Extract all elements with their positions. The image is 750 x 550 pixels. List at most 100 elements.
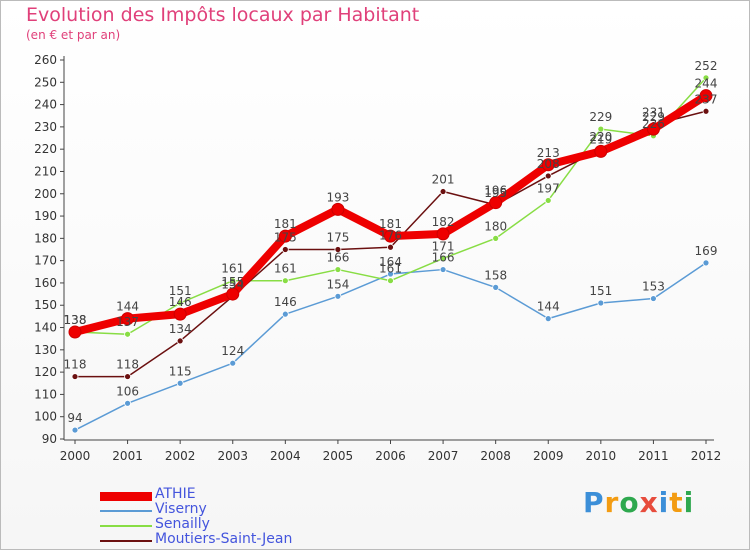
data-point-senailly xyxy=(439,255,447,262)
logo-letter: t xyxy=(669,486,684,519)
data-point-senailly xyxy=(176,299,184,307)
data-point-moutiers-saint-jean xyxy=(387,243,394,251)
y-tick-label: 210 xyxy=(34,164,57,178)
logo-letter: r xyxy=(604,486,620,519)
data-point-athie xyxy=(646,122,660,136)
data-point-moutiers-saint-jean xyxy=(124,373,131,380)
data-label-athie: 144 xyxy=(116,300,139,314)
y-tick-label: 90 xyxy=(42,432,57,446)
chart-title: Evolution des Impôts locaux par Habitant xyxy=(26,4,420,26)
data-point-moutiers-saint-jean xyxy=(281,246,289,253)
data-label-viserny: 166 xyxy=(432,251,455,265)
data-point-athie xyxy=(278,229,292,243)
x-tick-label: 2002 xyxy=(165,449,196,463)
data-label-athie: 181 xyxy=(379,217,402,231)
data-point-viserny xyxy=(439,266,447,273)
y-tick-label: 170 xyxy=(34,254,57,268)
data-label-moutiers-saint-jean: 118 xyxy=(116,358,139,372)
data-label-athie: 181 xyxy=(274,217,297,231)
data-point-senailly xyxy=(124,330,131,338)
data-label-moutiers-saint-jean: 237 xyxy=(695,92,718,106)
data-point-viserny xyxy=(334,292,342,300)
data-label-senailly: 138 xyxy=(64,313,87,327)
data-point-viserny xyxy=(71,426,79,434)
data-point-athie xyxy=(68,325,82,339)
data-label-athie: 146 xyxy=(169,295,192,309)
data-label-viserny: 146 xyxy=(274,295,297,309)
logo-letter: P xyxy=(583,486,605,519)
data-point-viserny xyxy=(387,270,394,278)
data-point-viserny xyxy=(492,283,500,291)
legend-swatch-senailly xyxy=(100,525,152,527)
legend-label-viserny: Viserny xyxy=(155,501,207,517)
data-label-moutiers-saint-jean: 208 xyxy=(537,157,560,171)
data-label-viserny: 124 xyxy=(221,344,244,358)
data-point-senailly xyxy=(597,125,605,133)
data-label-viserny: 153 xyxy=(642,280,665,294)
y-tick-label: 140 xyxy=(34,321,57,335)
data-label-athie: 213 xyxy=(537,146,560,160)
data-point-viserny xyxy=(544,315,552,323)
data-point-senailly xyxy=(544,197,552,204)
y-tick-label: 120 xyxy=(34,365,57,379)
x-tick-label: 2006 xyxy=(375,449,406,463)
data-label-moutiers-saint-jean: 134 xyxy=(169,322,192,336)
x-tick-label: 2001 xyxy=(112,449,143,463)
x-tick-label: 2010 xyxy=(586,449,617,463)
data-label-senailly: 252 xyxy=(695,59,718,73)
x-tick-label: 2007 xyxy=(428,449,459,463)
data-point-senailly xyxy=(229,277,237,285)
legend-label-moutiers-saint-jean: Moutiers-Saint-Jean xyxy=(155,531,293,547)
data-point-viserny xyxy=(176,379,184,387)
y-tick-label: 220 xyxy=(34,142,57,156)
data-label-senailly: 180 xyxy=(484,219,507,233)
data-point-athie xyxy=(541,158,555,172)
data-point-senailly xyxy=(702,74,710,82)
data-point-athie xyxy=(489,196,503,210)
y-tick-label: 240 xyxy=(34,98,57,112)
chart-subtitle: (en € et par an) xyxy=(26,28,121,42)
data-label-viserny: 94 xyxy=(67,411,82,425)
data-label-moutiers-saint-jean: 175 xyxy=(274,231,297,245)
y-tick-label: 130 xyxy=(34,343,57,357)
data-label-senailly: 161 xyxy=(221,262,244,276)
data-label-moutiers-saint-jean: 220 xyxy=(589,130,612,144)
data-point-athie xyxy=(331,202,345,216)
data-label-athie: 193 xyxy=(326,190,349,204)
data-point-athie xyxy=(699,89,713,103)
data-label-senailly: 161 xyxy=(379,262,402,276)
data-label-athie: 155 xyxy=(221,275,244,289)
data-point-moutiers-saint-jean xyxy=(439,188,447,195)
logo-letter: i xyxy=(658,486,670,519)
y-tick-label: 200 xyxy=(34,187,57,201)
legend-label-senailly: Senailly xyxy=(155,516,210,532)
x-tick-label: 2008 xyxy=(480,449,511,463)
data-point-moutiers-saint-jean xyxy=(176,337,184,345)
data-point-viserny xyxy=(281,310,289,318)
data-label-viserny: 151 xyxy=(589,284,612,298)
legend-swatch-viserny xyxy=(100,510,152,512)
data-label-senailly: 137 xyxy=(116,315,139,329)
x-tick-label: 2009 xyxy=(533,449,564,463)
y-tick-label: 250 xyxy=(34,75,57,89)
y-tick-label: 190 xyxy=(34,209,57,223)
x-tick-label: 2011 xyxy=(638,449,669,463)
y-tick-label: 260 xyxy=(34,53,57,67)
logo-letter: x xyxy=(639,486,659,519)
data-label-athie: 229 xyxy=(642,110,665,124)
data-label-viserny: 106 xyxy=(116,384,139,398)
data-label-viserny: 144 xyxy=(537,300,560,314)
data-label-moutiers-saint-jean: 231 xyxy=(642,106,665,120)
data-point-athie xyxy=(173,307,187,321)
y-tick-label: 180 xyxy=(34,231,57,245)
data-point-moutiers-saint-jean xyxy=(702,107,710,115)
data-point-athie xyxy=(436,227,450,241)
data-label-moutiers-saint-jean: 118 xyxy=(64,358,87,372)
data-point-senailly xyxy=(281,277,289,285)
data-label-athie: 219 xyxy=(589,132,612,146)
data-label-senailly: 226 xyxy=(642,117,665,131)
y-tick-label: 230 xyxy=(34,120,57,134)
data-label-senailly: 151 xyxy=(169,284,192,298)
data-label-viserny: 154 xyxy=(326,277,349,291)
data-point-viserny xyxy=(702,259,710,267)
